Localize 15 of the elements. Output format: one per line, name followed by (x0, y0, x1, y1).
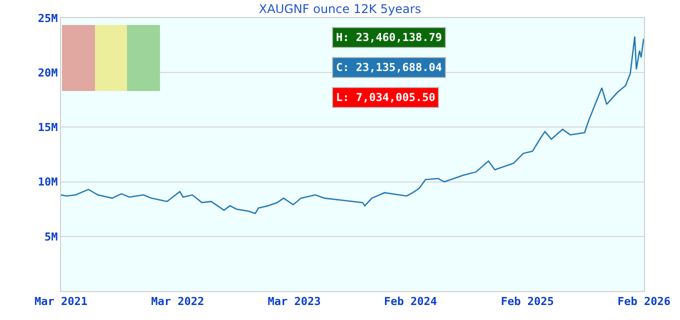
chart-title: XAUGNF ounce 12K 5years (258, 2, 422, 16)
x-tick-label: Feb 2024 (384, 295, 438, 308)
y-tick-label: 25M (38, 12, 58, 25)
y-tick-label: 20M (38, 66, 58, 80)
x-tick-label: Feb 2025 (500, 295, 554, 308)
x-tick-label: Mar 2023 (268, 295, 321, 308)
annotation: L: 7,034,005.50 (336, 91, 436, 104)
y-tick-label: 5M (44, 230, 58, 244)
annotation: H: 23,460,138.79 (336, 31, 442, 44)
x-tick-label: Mar 2022 (151, 295, 204, 308)
y-tick-label: 15M (38, 121, 58, 134)
y-tick-label: 10M (38, 176, 58, 189)
x-tick-label: Feb 2026 (618, 295, 671, 308)
x-tick-label: Mar 2021 (34, 295, 88, 308)
annotation: C: 23,135,688.04 (336, 61, 442, 74)
